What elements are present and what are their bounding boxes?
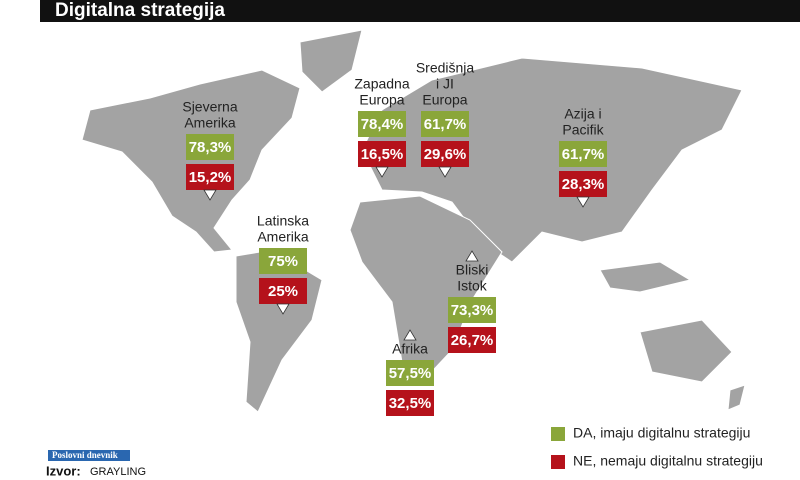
region-name: Zapadna <box>354 76 409 92</box>
legend-yes: DA, imaju digitalnu strategiju <box>573 425 750 441</box>
source: GRAYLING <box>90 466 146 478</box>
region-name: Istok <box>457 278 488 294</box>
no-value: 26,7% <box>451 332 494 349</box>
yes-value: 73,3% <box>451 302 494 319</box>
yes-box <box>448 297 496 323</box>
yes-box <box>386 360 434 386</box>
no-box <box>186 164 234 190</box>
world-map <box>81 29 746 413</box>
pointer <box>203 189 217 201</box>
yes-value: 57,5% <box>389 365 432 382</box>
region-name: Azija i <box>564 106 601 122</box>
legend-swatch-yes <box>551 427 565 441</box>
no-value: 28,3% <box>562 176 605 193</box>
legend-no: NE, nemaju digitalnu strategiju <box>573 453 763 469</box>
pointer <box>576 196 590 208</box>
no-value: 16,5% <box>361 146 404 163</box>
yes-value: 61,7% <box>562 146 605 163</box>
title-bar <box>40 0 800 22</box>
no-value: 25% <box>268 283 298 300</box>
no-value: 15,2% <box>189 169 232 186</box>
yes-value: 75% <box>268 253 298 270</box>
region-name: Sjeverna <box>182 99 237 115</box>
yes-value: 78,4% <box>361 116 404 133</box>
legend-swatch-no <box>551 455 565 469</box>
region-name: Amerika <box>184 115 236 131</box>
region-name: Središnja <box>416 60 475 76</box>
no-box <box>386 390 434 416</box>
logo: Poslovni dnevnik <box>52 450 118 460</box>
yes-box <box>358 111 406 137</box>
no-box <box>421 141 469 167</box>
pointer <box>465 250 479 262</box>
yes-box <box>559 141 607 167</box>
source-label: Izvor: <box>46 463 81 478</box>
no-box <box>358 141 406 167</box>
yes-box <box>421 111 469 137</box>
title: Digitalna strategija <box>55 0 225 21</box>
no-value: 29,6% <box>424 146 467 163</box>
region-name: Afrika <box>392 341 428 357</box>
pointer <box>276 303 290 315</box>
region-name: Bliski <box>456 262 489 278</box>
no-box <box>559 171 607 197</box>
yes-box <box>259 248 307 274</box>
no-value: 32,5% <box>389 395 432 412</box>
no-box <box>448 327 496 353</box>
region-name: Pacifik <box>562 122 604 138</box>
pointer <box>403 329 417 341</box>
yes-value: 61,7% <box>424 116 467 133</box>
region-name: Latinska <box>257 213 309 229</box>
no-box <box>259 278 307 304</box>
region-name: i JI <box>436 76 454 92</box>
pointer <box>375 166 389 178</box>
region-name: Europa <box>359 92 404 108</box>
logo-box <box>48 450 130 461</box>
region-name: Europa <box>422 92 467 108</box>
yes-box <box>186 134 234 160</box>
region-name: Amerika <box>257 229 309 245</box>
pointer <box>438 166 452 178</box>
yes-value: 78,3% <box>189 139 232 156</box>
